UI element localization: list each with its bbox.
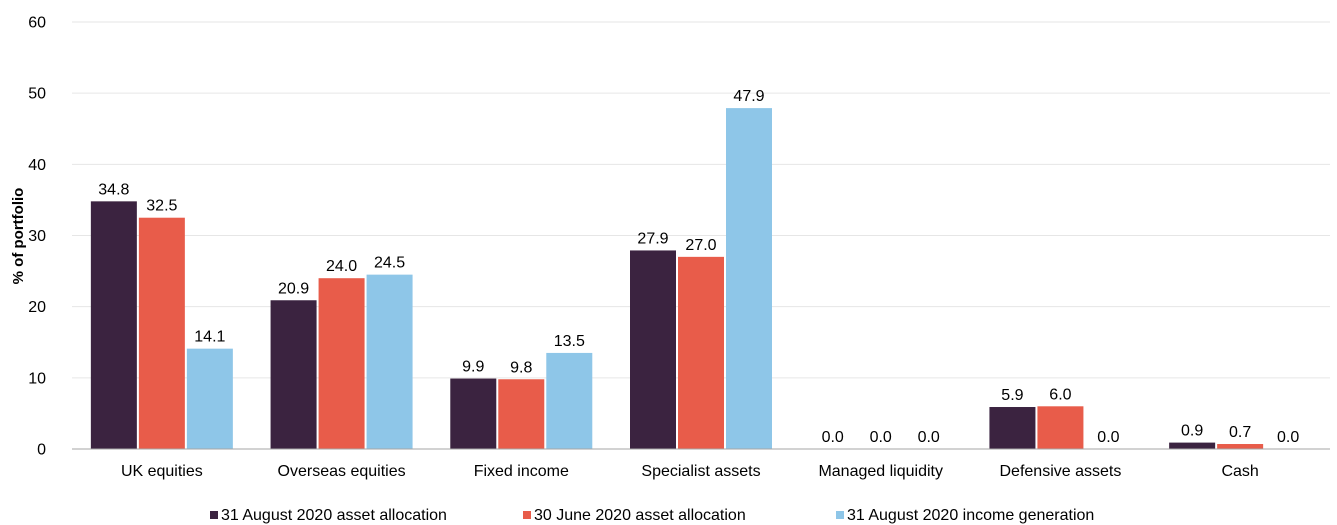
data-label: 24.5 xyxy=(374,255,405,272)
bar xyxy=(1217,444,1264,449)
y-tick-label: 60 xyxy=(28,15,46,32)
bar xyxy=(498,379,545,449)
data-label: 14.1 xyxy=(194,329,225,346)
y-tick-label: 40 xyxy=(28,157,46,174)
bar xyxy=(1169,442,1216,449)
data-label: 24.0 xyxy=(326,258,357,275)
data-label: 27.9 xyxy=(637,230,668,247)
data-label: 5.9 xyxy=(1001,387,1023,404)
data-label: 0.0 xyxy=(918,429,940,446)
y-tick-label: 50 xyxy=(28,86,46,103)
bar xyxy=(726,108,772,449)
x-category-label: Fixed income xyxy=(474,463,569,480)
legend-label: 31 August 2020 income generation xyxy=(847,507,1094,524)
bar xyxy=(1037,406,1084,449)
data-label: 47.9 xyxy=(733,88,764,105)
y-axis-ticks: 0 10 20 30 40 50 60 xyxy=(28,15,46,459)
data-label: 0.0 xyxy=(870,429,892,446)
bar xyxy=(366,274,413,449)
y-tick-label: 30 xyxy=(28,228,46,245)
data-label: 34.8 xyxy=(98,181,129,198)
legend-swatch xyxy=(210,511,218,519)
legend: 31 August 2020 asset allocation 30 June 2… xyxy=(210,507,1094,524)
legend-swatch xyxy=(523,511,531,519)
bar xyxy=(270,300,317,449)
data-labels: 34.8 32.5 14.1 20.9 24.0 24.5 9.9 9.8 13.5 27.9 27… xyxy=(98,88,1299,446)
data-label: 9.9 xyxy=(462,359,484,376)
y-axis-title: % of portfolio xyxy=(10,188,27,285)
bar xyxy=(186,348,233,449)
bar xyxy=(630,250,676,449)
legend-label: 31 August 2020 asset allocation xyxy=(221,507,447,524)
x-category-label: Overseas equities xyxy=(278,463,406,480)
x-category-label: Cash xyxy=(1221,463,1258,480)
data-label: 32.5 xyxy=(146,198,177,215)
legend-label: 30 June 2020 asset allocation xyxy=(534,507,746,524)
x-axis-categories: UK equities Overseas equities Fixed income… xyxy=(121,463,1259,480)
data-label: 9.8 xyxy=(510,359,532,376)
data-label: 0.0 xyxy=(1277,429,1299,446)
x-category-label: Managed liquidity xyxy=(818,463,943,480)
x-category-label: Defensive assets xyxy=(1000,463,1122,480)
data-label: 6.0 xyxy=(1049,386,1071,403)
y-tick-label: 0 xyxy=(37,442,46,459)
y-tick-label: 10 xyxy=(28,370,46,387)
bar xyxy=(989,407,1036,449)
data-label: 27.0 xyxy=(685,237,716,254)
legend-swatch xyxy=(836,511,844,519)
bar xyxy=(318,278,365,449)
bar xyxy=(546,352,593,449)
data-label: 0.9 xyxy=(1181,423,1203,440)
data-label: 20.9 xyxy=(278,280,309,297)
x-category-label: UK equities xyxy=(121,463,203,480)
data-label: 0.0 xyxy=(1097,429,1119,446)
data-label: 0.0 xyxy=(822,429,844,446)
bar xyxy=(138,217,185,449)
data-label: 0.7 xyxy=(1229,424,1251,441)
bar xyxy=(450,378,497,449)
data-label: 13.5 xyxy=(554,333,585,350)
x-category-label: Specialist assets xyxy=(641,463,760,480)
y-tick-label: 20 xyxy=(28,299,46,316)
bars xyxy=(90,108,1264,449)
bar xyxy=(90,201,137,449)
bar xyxy=(678,256,724,449)
